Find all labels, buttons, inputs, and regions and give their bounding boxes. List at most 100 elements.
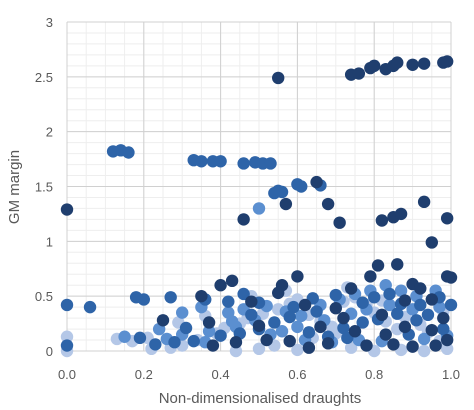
data-point [275, 325, 289, 338]
data-point [391, 307, 404, 320]
data-point [348, 325, 362, 338]
data-point [356, 316, 369, 329]
data-point [417, 344, 431, 358]
data-point [206, 339, 220, 352]
data-point [302, 341, 316, 354]
data-point [118, 330, 131, 343]
data-point [245, 308, 258, 322]
y-tick-labels: 0 0.5 1 1.5 2 2.5 3 [35, 15, 53, 359]
data-point [272, 286, 285, 300]
data-point [222, 295, 235, 308]
data-point [214, 329, 227, 342]
data-point [214, 279, 227, 292]
data-point [375, 308, 389, 322]
data-point [314, 320, 327, 334]
data-point [368, 291, 381, 304]
data-point [179, 321, 193, 335]
data-point [310, 305, 323, 318]
data-point [252, 319, 266, 332]
data-point [421, 308, 435, 322]
data-point [83, 300, 97, 314]
data-point [417, 195, 431, 209]
data-point [133, 331, 147, 345]
data-point [364, 270, 377, 283]
data-point [337, 311, 350, 325]
data-point [60, 339, 74, 352]
x-tick-label: 1.0 [442, 367, 460, 382]
data-point [279, 197, 293, 211]
data-point [398, 320, 412, 334]
x-tick-label: 0.0 [58, 367, 76, 382]
data-point [225, 315, 239, 328]
data-point [387, 338, 400, 351]
data-point [291, 320, 304, 334]
x-tick-label: 0.4 [212, 367, 230, 382]
data-point [291, 270, 304, 283]
data-point [187, 334, 200, 348]
data-point [375, 214, 389, 227]
x-tick-label: 0.2 [135, 367, 153, 382]
data-point [260, 333, 273, 347]
data-point [298, 298, 312, 312]
data-point [176, 306, 189, 319]
y-axis-label: GM margin [6, 150, 23, 224]
data-point [398, 294, 412, 307]
y-tick-label: 3 [46, 15, 53, 30]
data-point [60, 330, 74, 343]
data-point [287, 300, 300, 314]
data-point [444, 298, 458, 312]
data-point [60, 203, 74, 216]
x-tick-label: 0.8 [365, 367, 383, 382]
data-point [406, 58, 419, 71]
data-point [429, 339, 442, 352]
data-point [371, 259, 385, 272]
data-point [433, 300, 446, 314]
data-point [275, 185, 289, 199]
data-point [291, 343, 304, 357]
data-point [360, 339, 373, 352]
data-point [406, 340, 419, 353]
data-point [202, 325, 216, 338]
data-point [237, 287, 250, 301]
data-point [379, 328, 392, 341]
x-axis-label: Non-dimensionalised draughts [159, 390, 362, 407]
data-point [383, 287, 396, 301]
data-point [440, 342, 454, 356]
data-point [352, 67, 366, 80]
data-point [437, 322, 450, 336]
data-point [245, 295, 258, 308]
data-point [414, 282, 427, 295]
data-point [329, 288, 342, 302]
data-point [272, 71, 285, 85]
data-point [164, 291, 177, 304]
data-point [321, 197, 335, 211]
data-point [237, 157, 250, 170]
data-point [391, 258, 404, 271]
data-point [252, 202, 266, 215]
data-point [440, 212, 454, 225]
data-point [329, 302, 342, 315]
data-point [268, 316, 281, 329]
data-point [264, 157, 277, 170]
data-point [440, 333, 454, 347]
data-point [417, 57, 431, 70]
data-point [368, 59, 381, 73]
data-point [437, 311, 450, 325]
y-tick-label: 2 [46, 125, 53, 140]
data-point [295, 180, 308, 193]
data-points [60, 55, 458, 358]
data-point [310, 175, 323, 189]
y-tick-label: 0.5 [35, 289, 53, 304]
y-tick-label: 2.5 [35, 70, 53, 85]
data-point [225, 274, 239, 288]
data-point [283, 310, 296, 324]
data-point [414, 298, 427, 312]
data-point [214, 155, 227, 168]
data-point [383, 298, 396, 312]
x-tick-label: 0.6 [288, 367, 306, 382]
data-point [344, 282, 358, 295]
data-point [195, 289, 208, 303]
data-point [202, 316, 216, 329]
data-point [321, 337, 335, 350]
